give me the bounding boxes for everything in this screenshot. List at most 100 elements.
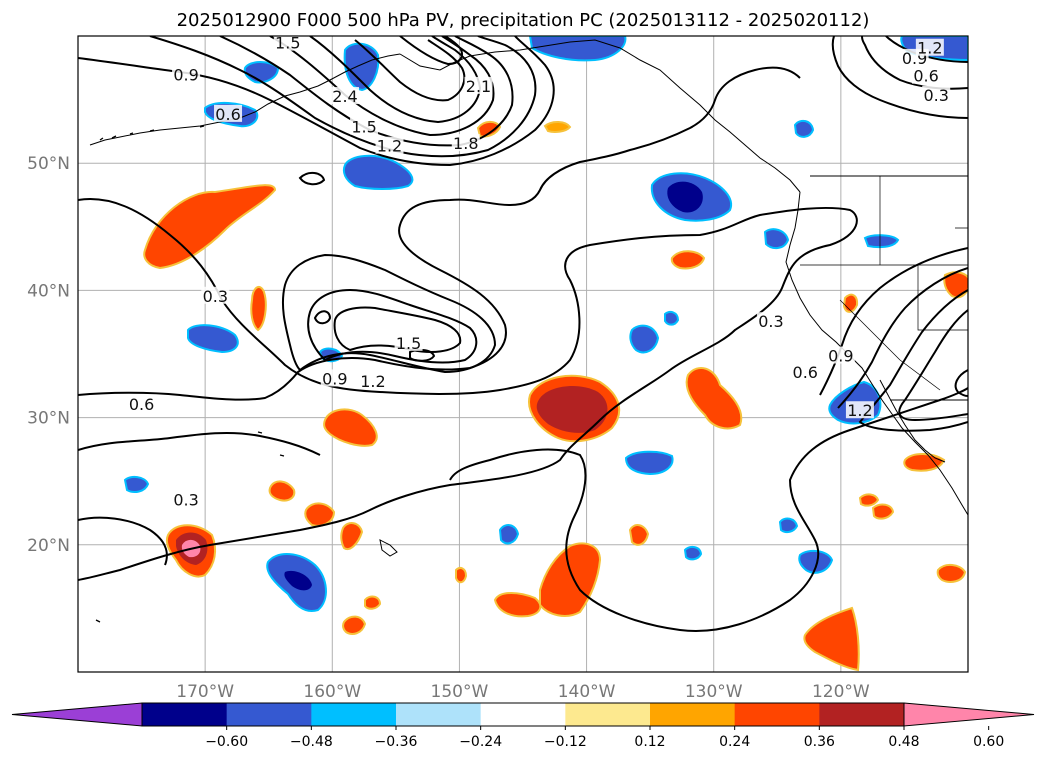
positive-anomaly-area [539,542,602,617]
contour-label-background [922,85,951,103]
contour-label-background [127,394,156,412]
positive-anomaly-area [304,502,336,527]
longitude-label: 130°W [685,682,743,702]
latitude-label: 40°N [27,281,70,301]
positive-anomaly-area [943,271,968,299]
state-borders [800,176,968,391]
contour-label: 0.9 [173,65,198,84]
positive-anomaly-area [143,184,277,270]
pv-contour-0.3 [78,198,858,581]
contour-label-background [273,36,302,51]
negative-anomaly-area [763,228,790,250]
contour-label: 1.5 [351,118,376,137]
colorbar-tick-label: 0.60 [973,734,1004,750]
longitude-label: 140°W [558,682,616,702]
colorbar-tick-label: −0.24 [459,734,502,750]
pv-contour-2.4 [354,39,466,102]
positive-anomaly-area [685,366,743,430]
colorbar-outline [141,702,905,727]
contour-label: 0.9 [322,369,347,388]
colorbar-tick-label: −0.48 [290,734,333,750]
colorbar-tick-label: −0.12 [544,734,587,750]
contour-label: 0.3 [758,312,783,331]
contour-label-background [915,38,944,56]
pv-contour-2.1 [309,36,482,124]
pv-contour-0.3 [78,431,321,456]
colorbar-segment [480,703,566,726]
contour-label: 0.6 [215,105,240,124]
positive-anomaly-area [250,285,267,332]
alaska-peninsula-coastline [89,53,401,146]
negative-anomaly-area [624,450,674,476]
pv-contour-1.2-se [898,309,968,422]
colorbar-segment [734,703,820,726]
latitude-label: 20°N [27,536,70,556]
colorbar-tick-label: 0.48 [888,734,919,750]
colorbar-segment [396,703,482,726]
pv-contour-1.8 [313,310,332,325]
contour-label: 1.2 [360,372,385,391]
contour-label: 2.1 [466,77,491,96]
hawaii-island [379,539,398,557]
strong-negative-area [284,570,312,591]
pv-contour-0.6-sw [78,516,168,566]
pv-contour-0.3-east [831,36,968,119]
north-america-west-coastline [785,191,968,516]
negative-anomaly-area [629,324,660,354]
pv-contour-1.8 [269,36,495,137]
contour-label-background [394,333,423,351]
colorbar-tick-label: 0.12 [634,734,665,750]
figure-title: 2025012900 F000 500 hPa PV, precipitatio… [177,10,870,31]
contour-labels: 0.90.61.51.2 1.82.42.11.50.90.60.31.20.31… [127,36,951,509]
positive-anomaly-area [842,293,859,313]
negative-anomaly-area [664,311,680,326]
pv-contour-0.3 [449,387,968,632]
colorbar-segment [819,703,905,726]
baja-california-coastline [879,379,946,463]
pv-contours [78,36,968,632]
pv-contour-1.2 [307,288,478,364]
positive-anomaly-area [341,615,367,635]
strong-negative-area [667,181,703,213]
contour-label-background [791,363,820,381]
pv-contour-0.6 [78,66,801,401]
map-border [77,35,969,673]
contour-label-background [464,76,493,94]
negative-anomaly-area [187,324,239,354]
latitude-tick-labels: 20°N 30°N 40°N 50°N [27,154,70,556]
pv-contour-0.9 [281,253,497,374]
aleutian-islands [99,125,205,141]
latitude-label: 30°N [27,409,70,429]
positive-anomaly-area [871,503,895,520]
contour-label: 1.2 [917,39,942,58]
colorbar-tick-label: −0.36 [375,734,418,750]
contour-label: 0.6 [793,363,818,382]
contour-label-background [756,312,785,330]
negative-anomaly-area [778,517,799,534]
positive-anomaly-area [323,408,378,447]
contour-label: 0.3 [203,287,228,306]
contour-label: 1.5 [396,334,421,353]
negative-anomaly-area [498,524,520,545]
contour-label: 0.9 [828,347,853,366]
positive-anomaly-area [903,453,946,472]
colorbar-tick-label: 0.36 [804,734,835,750]
colorbar-segment [226,703,312,726]
colorbar-tick-label: −0.60 [205,734,248,750]
pv-contour-0.3-se [819,247,968,396]
contour-label-background [375,136,404,154]
colorbar-segment [142,703,228,726]
positive-anomaly-area [858,493,880,507]
contour-label-background [826,346,855,364]
pv-contour-east-edge [954,369,968,397]
contour-label-background [214,104,243,122]
pv-contour-small [298,172,326,186]
positive-anomaly-area [493,592,542,618]
longitude-label: 150°W [431,682,489,702]
longitude-tick-labels: 170°W 160°W 150°W 140°W 130°W 120°W [176,682,870,702]
pv-contour-1.2 [149,36,537,158]
contour-label-background [350,117,379,135]
colorbar-extend-low [11,702,143,727]
contour-label-background [172,65,201,83]
